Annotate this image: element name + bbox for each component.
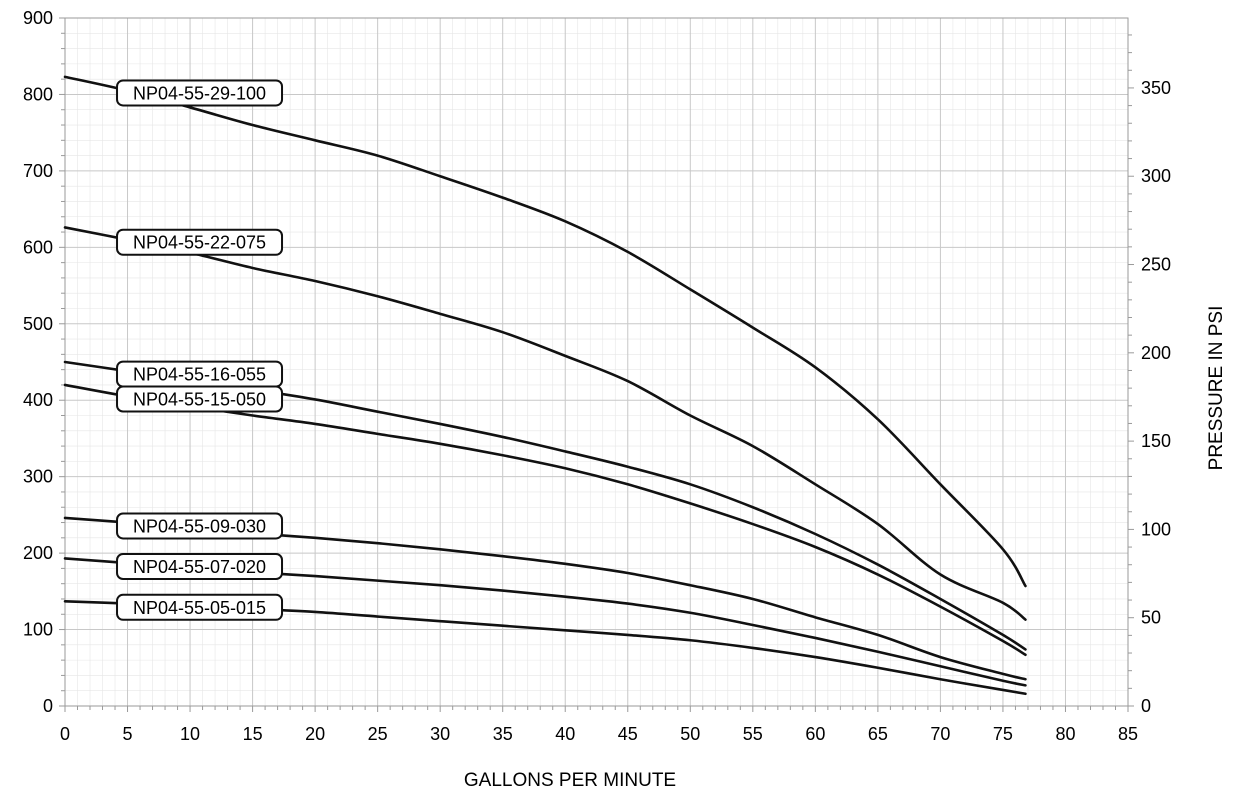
curve-label-box: [116, 79, 284, 107]
axis-layer: 0 5 10 15 20 25 30 35 40 45 50 55 60 65 70 75 80 85010020…: [23, 8, 1171, 744]
x-tick-label: 85: [1118, 724, 1138, 744]
x-tick-label: 25: [368, 724, 388, 744]
curve-label-text: NP04-55-16-055: [133, 365, 266, 385]
x-tick-label: 75: [993, 724, 1013, 744]
y-axis-title-right: PRESSURE IN PSI: [1206, 306, 1227, 471]
x-tick-label: 30: [430, 724, 450, 744]
series-line-np04-55-22-075: [63, 226, 1027, 621]
x-tick-label: 5: [123, 724, 133, 744]
series-line-np04-55-15-050: [63, 383, 1027, 657]
y-left-tick-label: 400: [23, 390, 53, 410]
y-left-tick-label: 600: [23, 237, 53, 257]
y-left-tick-label: 0: [43, 696, 53, 716]
y-left-tick-label: 800: [23, 84, 53, 104]
curve-label-text: NP04-55-07-020: [133, 557, 266, 577]
x-tick-label: 45: [618, 724, 638, 744]
y-left-tick-label: 500: [23, 314, 53, 334]
series-line-np04-55-29-100: [63, 75, 1027, 588]
x-tick-label: 70: [930, 724, 950, 744]
curve-label-box: [116, 385, 284, 413]
curve-label-box: [116, 593, 284, 621]
x-tick-label: 65: [868, 724, 888, 744]
curve-label-text: NP04-55-22-075: [133, 233, 266, 253]
curve-label: NP04-55-09-030: [116, 512, 284, 540]
curve-label: NP04-55-29-100: [116, 79, 284, 107]
y-right-tick-label: 300: [1141, 166, 1171, 186]
y-right-tick-label: 350: [1141, 78, 1171, 98]
y-right-tick-label: 0: [1141, 696, 1151, 716]
y-right-tick-label: 50: [1141, 608, 1161, 628]
x-tick-label: 35: [493, 724, 513, 744]
x-tick-label: 60: [805, 724, 825, 744]
y-left-tick-label: 900: [23, 8, 53, 28]
y-right-tick-label: 250: [1141, 255, 1171, 275]
curve-label: NP04-55-05-015: [116, 593, 284, 621]
curve-label-text: NP04-55-15-050: [133, 390, 266, 410]
curve-label-text: NP04-55-29-100: [133, 83, 266, 103]
x-tick-label: 40: [555, 724, 575, 744]
x-tick-label: 15: [243, 724, 263, 744]
y-left-tick-label: 100: [23, 620, 53, 640]
x-tick-label: 50: [680, 724, 700, 744]
y-right-tick-label: 100: [1141, 519, 1171, 539]
curve-label: NP04-55-16-055: [116, 360, 284, 388]
curve-label-box: [116, 552, 284, 580]
y-left-tick-label: 700: [23, 161, 53, 181]
x-tick-label: 55: [743, 724, 763, 744]
x-tick-label: 10: [180, 724, 200, 744]
label-layer: NP04-55-29-100 NP04-55-22-075 NP04-55-16-0…: [116, 79, 284, 621]
x-tick-label: 80: [1055, 724, 1075, 744]
y-left-tick-label: 200: [23, 543, 53, 563]
curve-label: NP04-55-15-050: [116, 385, 284, 413]
curve-label-box: [116, 228, 284, 256]
x-tick-label: 20: [305, 724, 325, 744]
y-right-tick-label: 200: [1141, 343, 1171, 363]
curve-label: NP04-55-22-075: [116, 228, 284, 256]
curve-label-text: NP04-55-09-030: [133, 516, 266, 536]
curve-label: NP04-55-07-020: [116, 552, 284, 580]
y-right-tick-label: 150: [1141, 431, 1171, 451]
curve-label-box: [116, 512, 284, 540]
x-axis-title: GALLONS PER MINUTE: [464, 770, 676, 791]
x-tick-label: 0: [60, 724, 70, 744]
curve-label-text: NP04-55-05-015: [133, 598, 266, 618]
y-left-tick-label: 300: [23, 467, 53, 487]
